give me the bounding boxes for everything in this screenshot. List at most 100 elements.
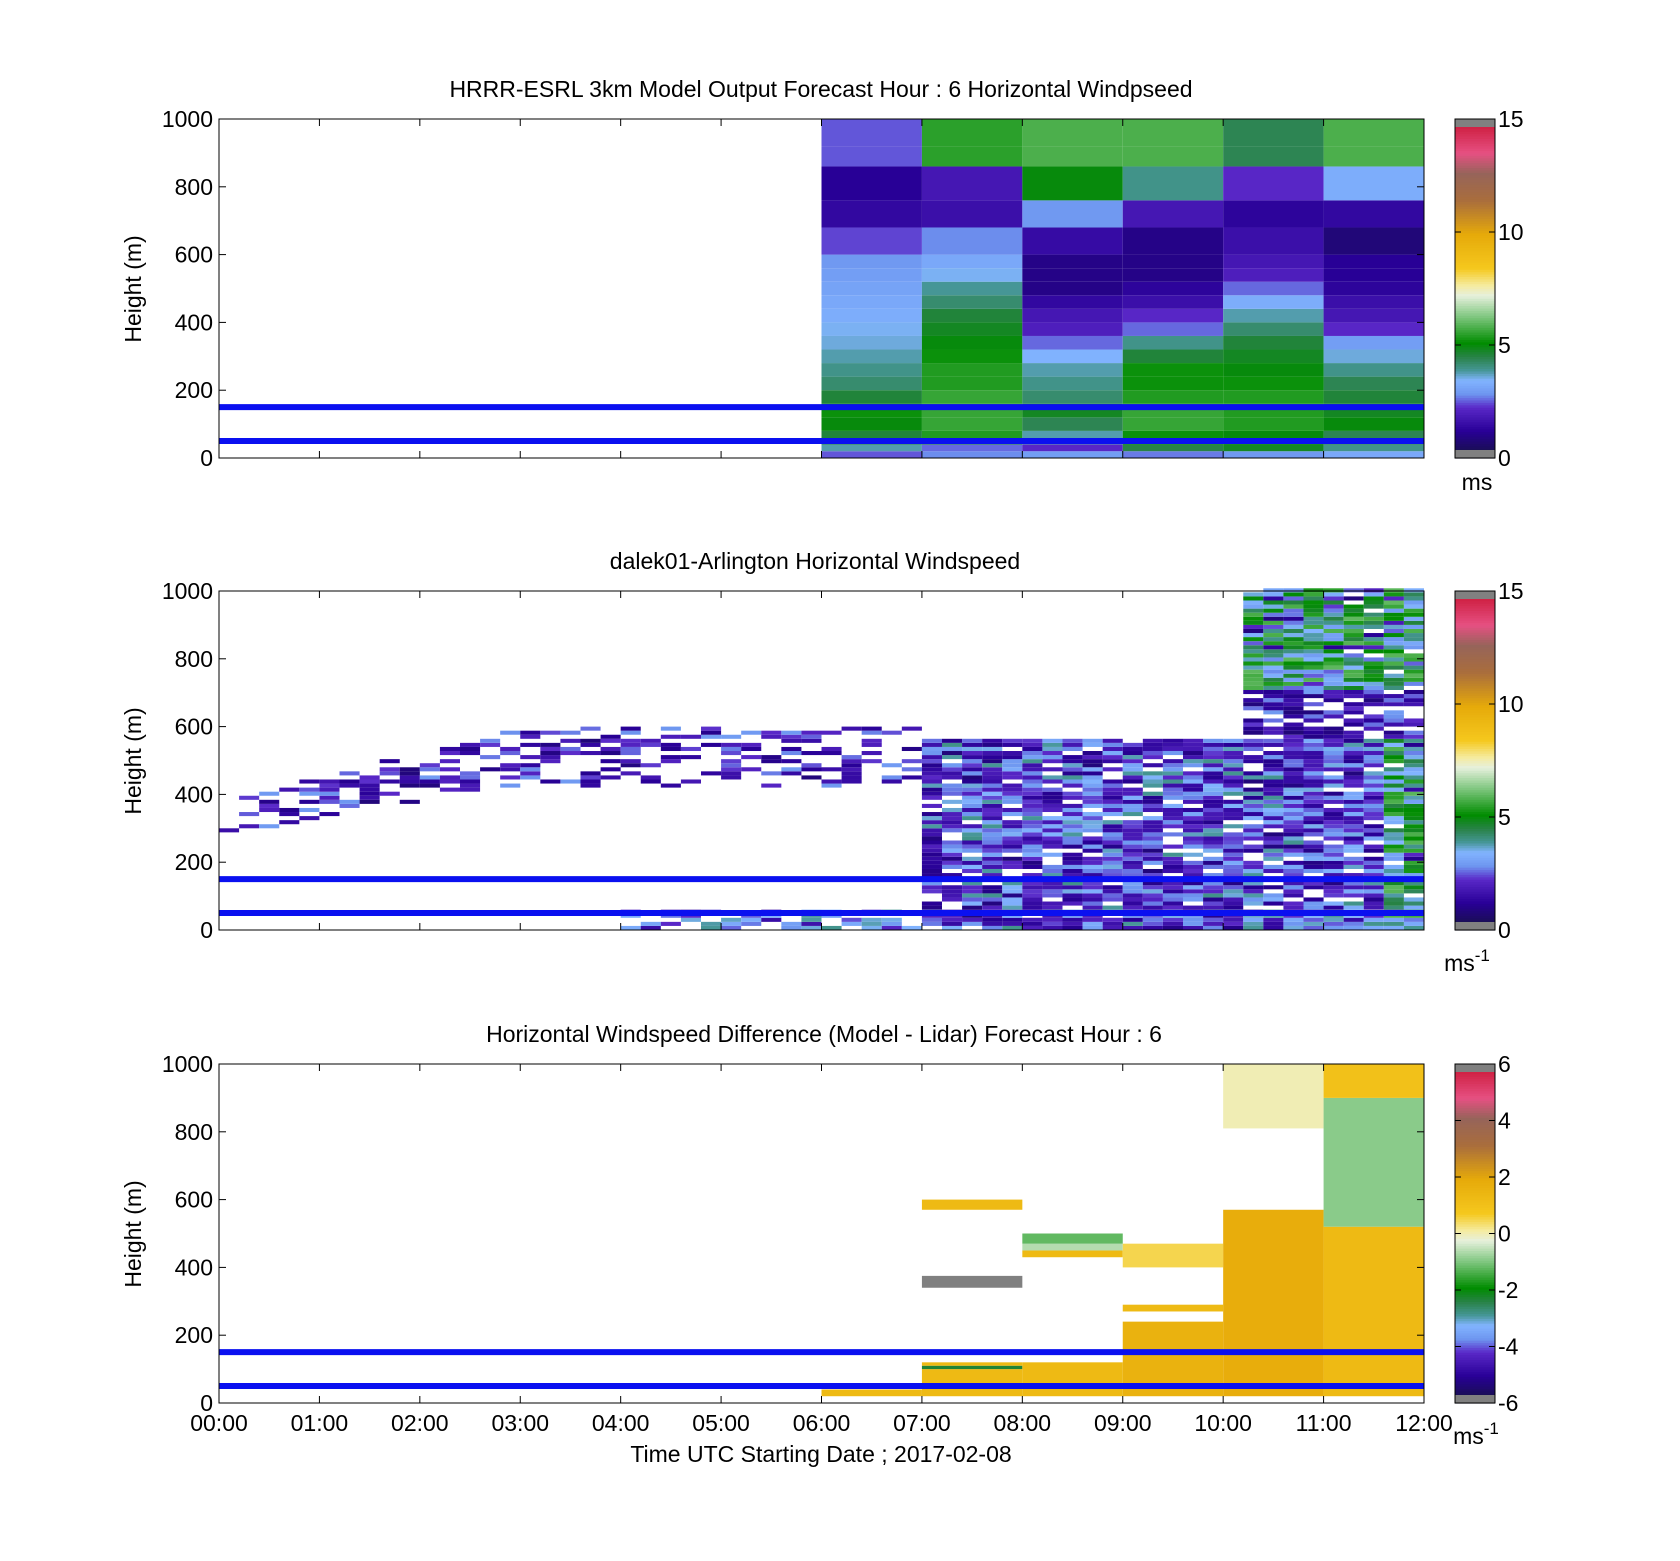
heatmap-cell (1263, 767, 1284, 772)
heatmap-cell (801, 925, 822, 930)
heatmap-cell (1142, 860, 1163, 865)
heatmap-cell (741, 767, 762, 772)
colorbar-segment (1455, 133, 1495, 137)
heatmap-cell (1383, 775, 1404, 780)
heatmap-cell (841, 771, 862, 776)
y-tick-label: 1000 (162, 1051, 213, 1077)
colorbar-segment (1455, 1248, 1495, 1252)
panel-difference-title: Horizontal Windspeed Difference (Model -… (486, 1021, 1162, 1047)
colorbar-segment (1455, 910, 1495, 914)
heatmap-cell (921, 840, 942, 845)
heatmap-cell (1062, 783, 1083, 788)
heatmap-cell (921, 227, 1023, 255)
heatmap-cell (1183, 868, 1204, 874)
heatmap-cell (660, 746, 681, 752)
heatmap-cell (921, 751, 942, 756)
heatmap-cell (921, 873, 942, 878)
x-tick-label: 03:00 (491, 1410, 549, 1436)
heatmap-cell (1223, 1209, 1324, 1397)
colorbar-segment (1455, 1214, 1495, 1218)
heatmap-cell (881, 921, 902, 926)
colorbar-segment (1455, 1175, 1495, 1179)
colorbar-segment (1455, 1262, 1495, 1266)
heatmap-cell (1102, 824, 1123, 829)
heatmap-cell (1283, 706, 1304, 711)
heatmap-cell (1203, 832, 1224, 837)
panel-model-x-ticks (218, 119, 1425, 458)
colorbar-tick-label: -6 (1498, 1390, 1518, 1416)
heatmap-cell (921, 771, 942, 776)
heatmap-cell (1082, 791, 1103, 796)
colorbar-segment (1455, 128, 1495, 132)
heatmap-cell (721, 742, 742, 747)
heatmap-cell (1223, 917, 1244, 922)
heatmap-cell (480, 738, 501, 743)
heatmap-cell (1102, 848, 1123, 853)
heatmap-cell (1403, 873, 1424, 878)
heatmap-cell (982, 751, 1003, 756)
heatmap-cell (1243, 612, 1264, 617)
heatmap-cell (1283, 608, 1304, 613)
colorbar-segment (1455, 198, 1495, 202)
heatmap-cell (921, 146, 1023, 167)
heatmap-cell (1263, 689, 1284, 695)
heatmap-cell (1102, 860, 1123, 865)
heatmap-cell (1223, 349, 1324, 364)
heatmap-cell (1283, 628, 1304, 634)
heatmap-cell (1403, 612, 1424, 617)
heatmap-cell (1283, 791, 1304, 796)
heatmap-cell (1002, 742, 1023, 747)
colorbar-segment (1455, 240, 1495, 244)
heatmap-cell (962, 783, 983, 788)
heatmap-cell (1243, 759, 1264, 764)
heatmap-cell (1002, 795, 1023, 800)
colorbar-frame (1454, 118, 1496, 459)
heatmap-cell (1223, 807, 1244, 813)
heatmap-cell (1263, 685, 1284, 690)
heatmap-cell (1122, 885, 1143, 890)
colorbar-segment (1455, 1126, 1495, 1130)
heatmap-cell (1383, 897, 1404, 902)
heatmap-cell (1363, 742, 1384, 747)
colorbar-segment (1455, 779, 1495, 783)
heatmap-cell (962, 868, 983, 874)
heatmap-cell (1343, 612, 1364, 617)
heatmap-cell (379, 759, 400, 764)
heatmap-cell (1243, 795, 1264, 800)
heatmap-cell (1283, 637, 1304, 642)
colorbar-segment (1455, 646, 1495, 650)
colorbar-tick-label: 5 (1498, 332, 1511, 358)
heatmap-cell (962, 889, 983, 894)
heatmap-cell (1223, 901, 1244, 906)
heatmap-cell (1403, 828, 1424, 833)
heatmap-cell (1263, 893, 1284, 898)
heatmap-cell (1203, 775, 1224, 780)
heatmap-cell (1263, 897, 1284, 902)
colorbar-segment (1455, 707, 1495, 711)
heatmap-cell (379, 767, 400, 772)
heatmap-cell (1223, 799, 1244, 804)
heatmap-cell (1343, 832, 1364, 837)
heatmap-cell (1303, 755, 1324, 760)
heatmap-cell (881, 763, 902, 768)
heatmap-cell (1283, 645, 1304, 650)
heatmap-cell (1122, 868, 1143, 874)
colorbar-segment (1455, 653, 1495, 657)
heatmap-cell (1363, 677, 1384, 682)
heatmap-cell (1363, 791, 1384, 796)
heatmap-cell (1343, 840, 1364, 845)
heatmap-cell (1022, 803, 1043, 808)
heatmap-cell (962, 791, 983, 796)
heatmap-cell (1243, 616, 1264, 621)
colorbar-segment (1455, 380, 1495, 384)
colorbar-segment (1455, 1356, 1495, 1361)
colorbar-segment (1455, 1344, 1495, 1348)
colorbar-segment (1455, 675, 1495, 679)
heatmap-cell (1363, 714, 1384, 719)
heatmap-cell (339, 783, 360, 788)
heatmap-cell (1122, 852, 1143, 857)
panel-model-heatmap (821, 119, 1424, 458)
heatmap-cell (1403, 864, 1424, 869)
heatmap-cell (741, 730, 762, 735)
heatmap-cell (1403, 791, 1424, 796)
